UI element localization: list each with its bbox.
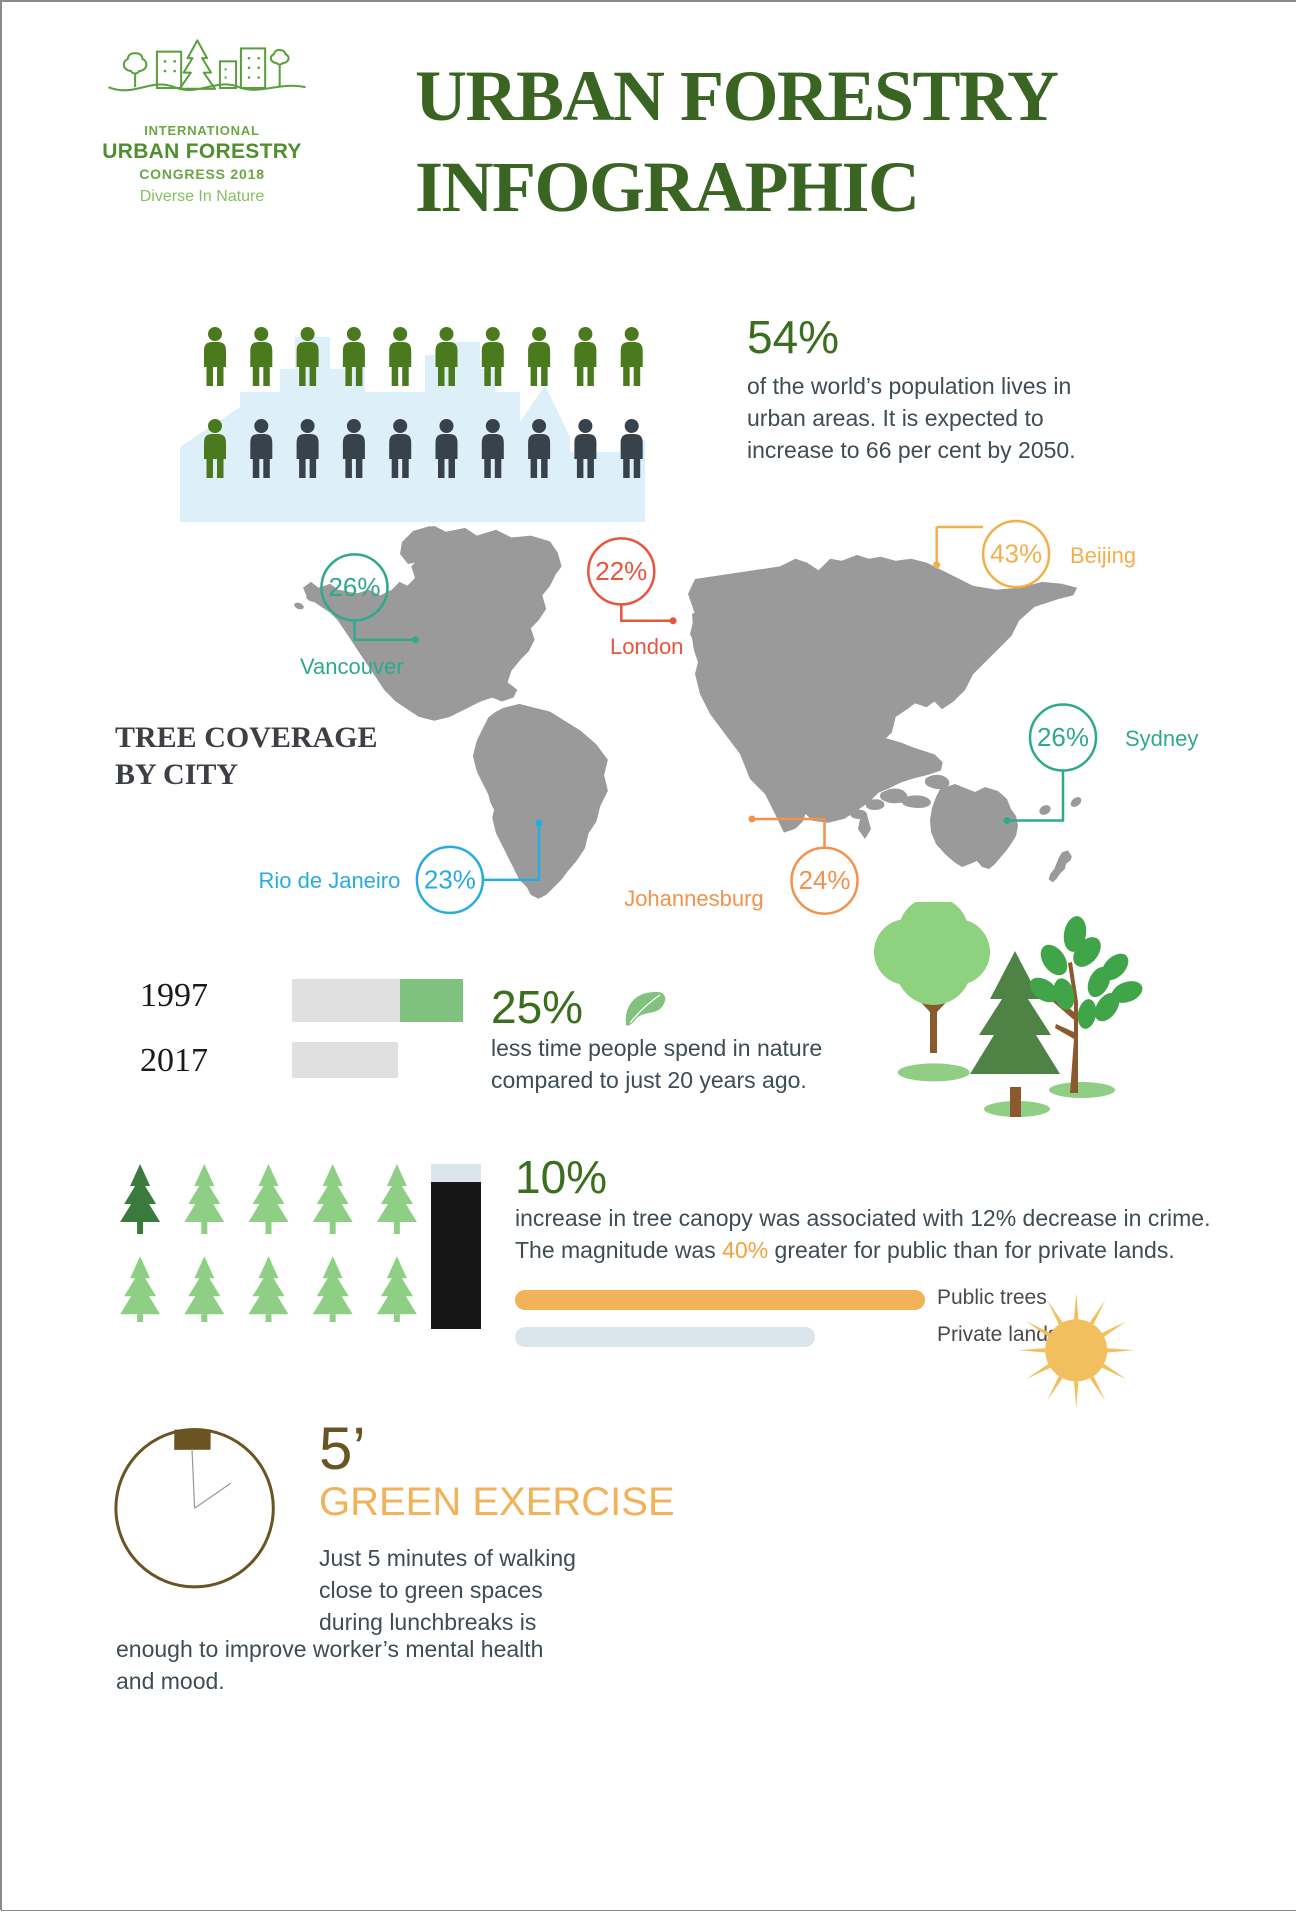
- svg-text:Rio de Janeiro: Rio de Janeiro: [259, 868, 401, 893]
- svg-text:London: London: [610, 634, 683, 659]
- svg-text:24%: 24%: [798, 865, 850, 895]
- svg-text:Sydney: Sydney: [1125, 726, 1198, 751]
- svg-text:Johannesburg: Johannesburg: [624, 886, 763, 911]
- svg-text:22%: 22%: [595, 556, 647, 586]
- svg-text:23%: 23%: [424, 865, 476, 895]
- svg-text:26%: 26%: [1037, 722, 1089, 752]
- svg-text:43%: 43%: [990, 539, 1042, 569]
- svg-text:Beijing: Beijing: [1070, 543, 1136, 568]
- svg-text:26%: 26%: [328, 572, 380, 602]
- svg-text:Vancouver: Vancouver: [300, 654, 404, 679]
